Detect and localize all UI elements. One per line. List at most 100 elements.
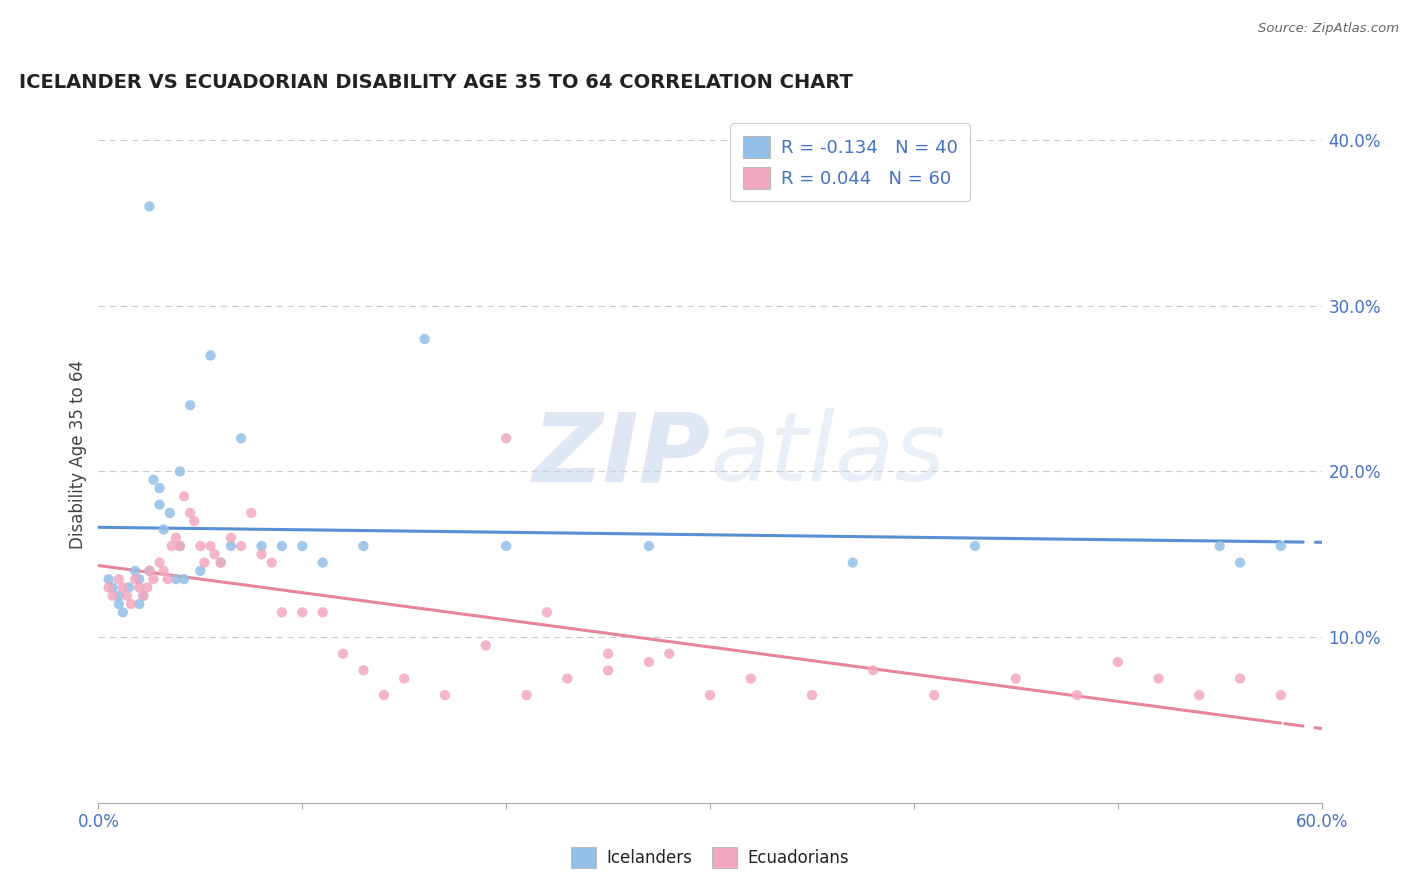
Text: atlas: atlas xyxy=(710,409,945,501)
Point xyxy=(219,531,242,545)
Point xyxy=(204,547,226,561)
Point xyxy=(392,672,416,686)
Point xyxy=(495,539,517,553)
Point xyxy=(862,663,884,677)
Point xyxy=(1107,655,1129,669)
Point xyxy=(138,564,160,578)
Point xyxy=(142,572,165,586)
Point xyxy=(240,506,263,520)
Point xyxy=(801,688,824,702)
Point xyxy=(1066,688,1088,702)
Point xyxy=(638,539,661,553)
Point xyxy=(183,514,205,528)
Point xyxy=(219,539,242,553)
Point xyxy=(260,556,283,570)
Point xyxy=(149,481,172,495)
Point xyxy=(1188,688,1211,702)
Point xyxy=(173,489,195,503)
Point xyxy=(111,605,134,619)
Point xyxy=(188,564,212,578)
Point xyxy=(101,581,124,595)
Point xyxy=(312,605,335,619)
Point xyxy=(638,655,661,669)
Point xyxy=(658,647,681,661)
Point xyxy=(209,556,232,570)
Point xyxy=(165,572,187,586)
Point xyxy=(124,564,146,578)
Point xyxy=(142,473,165,487)
Point xyxy=(179,398,201,412)
Point xyxy=(250,539,273,553)
Point xyxy=(598,647,620,661)
Point xyxy=(149,498,172,512)
Point xyxy=(169,465,191,479)
Point xyxy=(699,688,721,702)
Point xyxy=(922,688,945,702)
Point xyxy=(97,572,120,586)
Point xyxy=(536,605,558,619)
Point xyxy=(108,597,131,611)
Point xyxy=(159,506,181,520)
Text: ICELANDER VS ECUADORIAN DISABILITY AGE 35 TO 64 CORRELATION CHART: ICELANDER VS ECUADORIAN DISABILITY AGE 3… xyxy=(18,72,853,92)
Point xyxy=(740,672,762,686)
Point xyxy=(156,572,179,586)
Point xyxy=(152,523,174,537)
Point xyxy=(160,539,183,553)
Text: ZIP: ZIP xyxy=(531,409,710,501)
Point xyxy=(193,556,215,570)
Point xyxy=(557,672,579,686)
Point xyxy=(312,556,335,570)
Point xyxy=(108,572,131,586)
Point xyxy=(270,539,294,553)
Point xyxy=(495,431,517,445)
Point xyxy=(291,539,314,553)
Point xyxy=(118,581,141,595)
Legend: Icelanders, Ecuadorians: Icelanders, Ecuadorians xyxy=(565,841,855,874)
Point xyxy=(373,688,395,702)
Point xyxy=(332,647,354,661)
Point xyxy=(841,556,863,570)
Point xyxy=(434,688,457,702)
Point xyxy=(352,663,374,677)
Point xyxy=(152,564,174,578)
Point xyxy=(1209,539,1232,553)
Point xyxy=(270,605,294,619)
Point xyxy=(291,605,314,619)
Point xyxy=(115,589,138,603)
Point xyxy=(200,539,222,553)
Point xyxy=(965,539,987,553)
Point xyxy=(101,589,124,603)
Point xyxy=(128,597,150,611)
Point xyxy=(1004,672,1026,686)
Point xyxy=(138,564,160,578)
Point xyxy=(138,199,160,213)
Y-axis label: Disability Age 35 to 64: Disability Age 35 to 64 xyxy=(69,360,87,549)
Point xyxy=(132,589,155,603)
Point xyxy=(1270,539,1292,553)
Point xyxy=(108,589,131,603)
Point xyxy=(1229,672,1251,686)
Point xyxy=(179,506,201,520)
Point xyxy=(413,332,436,346)
Point xyxy=(209,556,232,570)
Point xyxy=(136,581,159,595)
Point xyxy=(97,581,120,595)
Point xyxy=(200,349,222,363)
Point xyxy=(169,539,191,553)
Point xyxy=(188,539,212,553)
Point xyxy=(474,639,498,653)
Point xyxy=(1147,672,1170,686)
Point xyxy=(1270,688,1292,702)
Point xyxy=(169,539,191,553)
Point xyxy=(149,556,172,570)
Point xyxy=(1229,556,1251,570)
Point xyxy=(165,531,187,545)
Point xyxy=(516,688,538,702)
Point xyxy=(352,539,374,553)
Text: Source: ZipAtlas.com: Source: ZipAtlas.com xyxy=(1258,22,1399,36)
Point xyxy=(598,663,620,677)
Point xyxy=(128,572,150,586)
Point xyxy=(250,547,273,561)
Point xyxy=(231,539,253,553)
Point xyxy=(120,597,142,611)
